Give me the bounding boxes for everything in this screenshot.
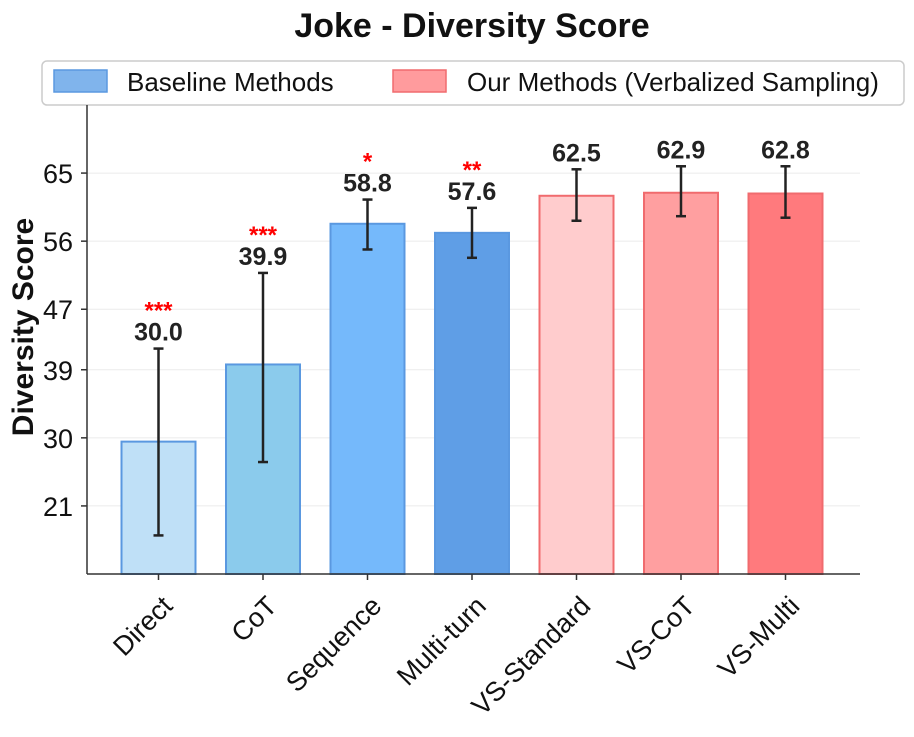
x-tick-label-cot: CoT [226,591,283,648]
y-tick-label: 30 [43,424,73,454]
y-tick-label: 21 [43,492,73,522]
significance-marker: * [363,149,373,176]
legend: Baseline Methods Our Methods (Verbalized… [41,60,905,106]
significance-marker: ** [463,157,482,184]
x-tick-label-vs-cot: VS-CoT [612,591,701,680]
error-bars [153,165,791,537]
value-label-multi-turn: 57.6 [448,178,497,206]
value-label-sequence: 58.8 [343,170,392,198]
data-labels: 30.0***39.9***58.8*57.6**62.5 62.9 62.8 [134,136,810,346]
value-label-cot: 39.9 [239,243,288,271]
legend-swatch-baseline [53,69,108,93]
bar-vs-cot [643,191,719,575]
y-tick-label: 56 [43,227,73,257]
chart-title: Joke - Diversity Score [294,7,649,45]
bar-vs-multi [747,192,824,575]
x-tick-label-sequence: Sequence [280,591,387,698]
x-tick-label-direct: Direct [107,590,178,661]
y-tick-label: 39 [43,356,73,386]
y-tick-label: 47 [43,295,73,325]
value-label-vs-cot: 62.9 [657,136,706,164]
bar-multi-turn [434,231,510,575]
value-label-direct: 30.0 [134,319,183,347]
y-tick-label: 65 [43,159,73,189]
legend-swatch-ours [392,69,447,93]
legend-label-baseline: Baseline Methods [127,67,334,97]
significance-marker: *** [144,298,173,325]
value-label-vs-multi: 62.8 [761,136,810,164]
bar-vs-standard [538,194,615,575]
y-axis-label: Diversity Score [7,218,40,436]
value-label-vs-standard: 62.5 [552,139,601,167]
legend-label-ours: Our Methods (Verbalized Sampling) [467,67,879,97]
x-tick-label-vs-multi: VS-Multi [712,591,805,684]
legend-frame [41,60,905,106]
bars [120,191,824,575]
significance-marker: *** [249,222,278,249]
x-tick-label-multi-turn: Multi-turn [391,591,492,692]
bar-sequence [329,222,406,575]
